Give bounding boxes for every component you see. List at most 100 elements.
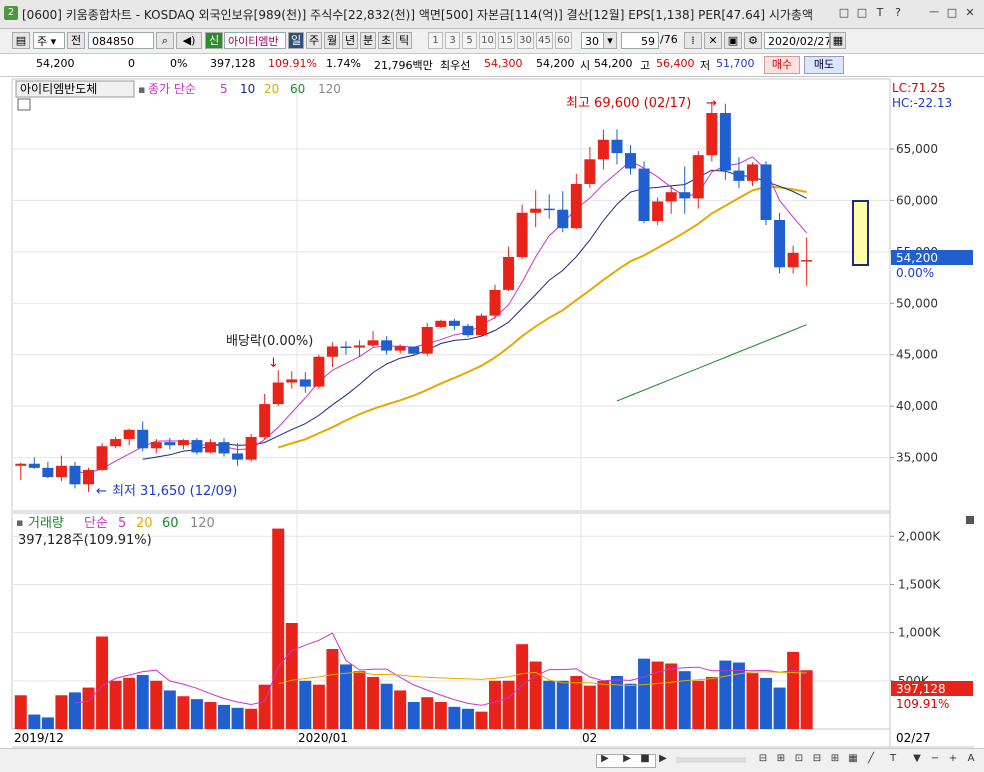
grid-icon[interactable]: ▦ bbox=[848, 753, 858, 764]
candle-body[interactable] bbox=[69, 465, 81, 485]
volume-ma-title[interactable]: 단순 bbox=[84, 516, 108, 531]
play-icon[interactable]: ▶ bbox=[623, 753, 631, 764]
vol-ma-legend-5[interactable]: 5 bbox=[118, 516, 126, 531]
candle-body[interactable] bbox=[299, 379, 311, 387]
date-input[interactable]: 2020/02/27 bbox=[764, 32, 830, 49]
candle-body[interactable] bbox=[191, 440, 203, 453]
stock-label[interactable]: 아이티엠반도체 bbox=[20, 82, 97, 96]
volume-bar[interactable] bbox=[163, 690, 176, 729]
stock-code-input[interactable]: 084850 bbox=[88, 32, 154, 49]
volume-bar[interactable] bbox=[109, 680, 122, 729]
candle-body[interactable] bbox=[286, 379, 298, 383]
volume-bar[interactable] bbox=[475, 711, 488, 729]
volume-bar[interactable] bbox=[394, 690, 407, 729]
ma-legend-60[interactable]: 60 bbox=[290, 82, 305, 96]
candle-body[interactable] bbox=[218, 442, 230, 454]
sell-button[interactable]: 매도 bbox=[804, 56, 844, 74]
volume-bar[interactable] bbox=[746, 673, 759, 729]
candle-body[interactable] bbox=[204, 442, 216, 453]
candle-body[interactable] bbox=[55, 465, 67, 478]
decrease-icon[interactable]: − bbox=[930, 753, 940, 764]
toggle-panel-icon[interactable]: ▤ bbox=[12, 32, 30, 49]
volume-bar[interactable] bbox=[218, 704, 231, 729]
volume-bar[interactable] bbox=[190, 699, 203, 729]
ma-legend-10[interactable]: 10 bbox=[240, 82, 255, 96]
candle-body[interactable] bbox=[570, 183, 582, 229]
volume-bar[interactable] bbox=[570, 676, 583, 729]
volume-bar[interactable] bbox=[14, 695, 27, 729]
scroll-right-icon[interactable]: ▶ bbox=[601, 753, 609, 764]
volume-bar[interactable] bbox=[123, 677, 136, 729]
volume-bar[interactable] bbox=[502, 680, 515, 729]
candle-body[interactable] bbox=[272, 382, 284, 405]
candle-body[interactable] bbox=[733, 170, 745, 181]
volume-bar[interactable] bbox=[529, 661, 542, 729]
candle-body[interactable] bbox=[597, 139, 609, 160]
volume-bar[interactable] bbox=[96, 636, 109, 729]
volume-bar[interactable] bbox=[55, 695, 68, 729]
candle-body[interactable] bbox=[787, 252, 799, 268]
volume-bar[interactable] bbox=[692, 680, 705, 729]
candle-body[interactable] bbox=[96, 446, 108, 470]
ma-legend-20[interactable]: 20 bbox=[264, 82, 279, 96]
volume-bar[interactable] bbox=[651, 661, 664, 729]
volume-title[interactable]: 거래량 bbox=[28, 516, 64, 531]
candle-body[interactable] bbox=[665, 192, 677, 202]
candle-body[interactable] bbox=[489, 289, 501, 316]
period-button-1[interactable]: 주 bbox=[306, 32, 322, 49]
interval-dropdown-icon[interactable]: ▾ bbox=[603, 32, 617, 49]
candle-body[interactable] bbox=[584, 159, 596, 184]
volume-bar[interactable] bbox=[800, 670, 813, 729]
volume-bar[interactable] bbox=[719, 660, 732, 729]
volume-bar[interactable] bbox=[136, 675, 149, 729]
volume-bar[interactable] bbox=[407, 702, 420, 729]
volume-bar[interactable] bbox=[380, 683, 393, 729]
buy-button[interactable]: 매수 bbox=[764, 56, 800, 74]
period-button-3[interactable]: 년 bbox=[342, 32, 358, 49]
new-listing-badge[interactable]: 신 bbox=[205, 32, 223, 49]
vol-ma-legend-60[interactable]: 60 bbox=[162, 516, 179, 531]
candle-body[interactable] bbox=[408, 346, 420, 354]
maximize-button[interactable]: □ bbox=[946, 6, 958, 19]
volume-bar[interactable] bbox=[597, 680, 610, 729]
volume-bar[interactable] bbox=[638, 658, 651, 729]
candle-body[interactable] bbox=[475, 315, 487, 336]
candle-body[interactable] bbox=[719, 113, 731, 171]
candle-body[interactable] bbox=[774, 219, 786, 268]
fit-icon[interactable]: ⊡ bbox=[794, 753, 804, 764]
interval-button-15[interactable]: 15 bbox=[498, 32, 515, 49]
candle-body[interactable] bbox=[381, 340, 393, 351]
crosshair-icon[interactable]: ✕ bbox=[704, 32, 722, 49]
scroll-down-icon[interactable]: ▼ bbox=[913, 753, 921, 764]
increase-icon[interactable]: + bbox=[948, 753, 958, 764]
candle-body[interactable] bbox=[340, 346, 352, 348]
auto-scale-icon[interactable]: A bbox=[967, 753, 975, 764]
volume-bar[interactable] bbox=[285, 623, 298, 729]
candle-body[interactable] bbox=[394, 346, 406, 351]
volume-bar[interactable] bbox=[665, 663, 678, 729]
candle-body[interactable] bbox=[110, 439, 122, 447]
candle-body[interactable] bbox=[516, 212, 528, 257]
volume-bar[interactable] bbox=[516, 644, 529, 729]
candle-body[interactable] bbox=[28, 463, 40, 468]
candle-body[interactable] bbox=[259, 404, 271, 437]
volume-bar[interactable] bbox=[299, 680, 312, 729]
volume-bar[interactable] bbox=[610, 676, 623, 729]
candle-body[interactable] bbox=[679, 192, 691, 199]
interval-button-3[interactable]: 3 bbox=[445, 32, 460, 49]
compare-icon[interactable]: ⁞ bbox=[684, 32, 702, 49]
volume-bar[interactable] bbox=[773, 687, 786, 729]
volume-bar[interactable] bbox=[245, 708, 258, 729]
candle-body[interactable] bbox=[692, 155, 704, 199]
stop-icon[interactable]: ■ bbox=[640, 753, 650, 764]
layout-icon[interactable]: □ bbox=[856, 6, 868, 19]
candle-body[interactable] bbox=[746, 164, 758, 181]
volume-bar[interactable] bbox=[82, 687, 95, 729]
candle-body[interactable] bbox=[652, 201, 664, 221]
interval-button-45[interactable]: 45 bbox=[536, 32, 553, 49]
volume-bar[interactable] bbox=[177, 696, 190, 729]
candle-body[interactable] bbox=[435, 320, 447, 327]
candle-body[interactable] bbox=[354, 345, 366, 348]
volume-bar[interactable] bbox=[28, 714, 41, 729]
candle-body[interactable] bbox=[15, 463, 27, 466]
